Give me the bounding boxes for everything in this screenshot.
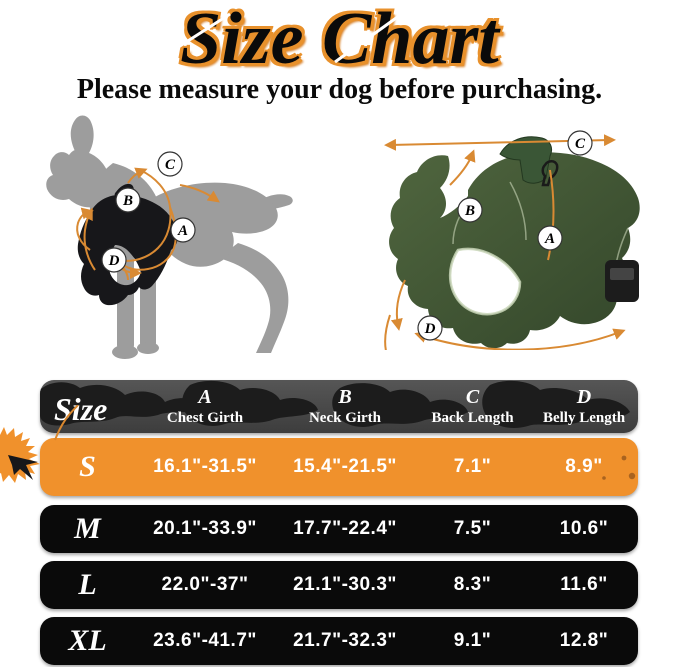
svg-text:C: C [575, 136, 586, 152]
svg-text:A: A [177, 223, 188, 239]
svg-text:A: A [544, 231, 555, 247]
svg-text:D: D [424, 321, 436, 337]
svg-text:D: D [108, 253, 120, 269]
svg-text:C: C [165, 157, 176, 173]
svg-text:B: B [122, 193, 133, 209]
svg-text:B: B [464, 203, 475, 219]
